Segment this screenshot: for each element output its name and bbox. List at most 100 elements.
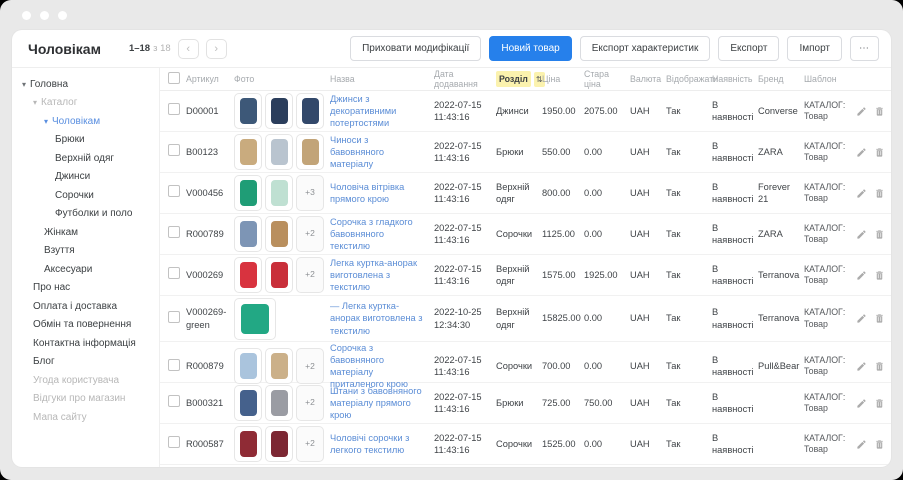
column-header-display[interactable]: Відображати [666,74,719,84]
pagination-next-button[interactable]: › [205,38,227,59]
column-header-date-added[interactable]: Дата додавання [434,69,478,89]
product-photo-thumbnail[interactable] [234,216,262,252]
sidebar-item-чоловікам[interactable]: ▾ Чоловікам [12,112,159,131]
export-characteristics-button[interactable]: Експорт характеристик [579,36,711,61]
edit-icon[interactable] [856,439,867,450]
product-name-link[interactable]: Сорочка з бавовняного матеріалу притален… [330,343,408,390]
column-header-availability[interactable]: Наявність [712,74,753,84]
edit-icon[interactable] [856,313,867,324]
delete-icon[interactable] [874,398,885,409]
product-photo-thumbnail[interactable] [234,385,262,421]
column-header-old-price[interactable]: Стара ціна [584,69,609,89]
product-photo-thumbnail[interactable] [296,93,324,129]
row-checkbox[interactable] [168,267,180,280]
import-button[interactable]: Імпорт [787,36,842,61]
sidebar-item-взуття[interactable]: Взуття [12,242,159,261]
product-photo-thumbnail[interactable] [234,257,262,293]
product-name-link[interactable]: — Легка куртка-анорак виготовлена з текс… [330,301,423,336]
product-photo-thumbnail[interactable] [234,175,262,211]
new-product-button[interactable]: Новий товар [489,36,572,61]
product-photo-thumbnail[interactable] [265,426,293,462]
delete-icon[interactable] [874,229,885,240]
sidebar-item-сорочки[interactable]: Сорочки [12,186,159,205]
sidebar-item-контактна-інформація[interactable]: Контактна інформація [12,334,159,353]
delete-icon[interactable] [874,361,885,372]
edit-icon[interactable] [856,147,867,158]
product-photo-thumbnail[interactable] [234,348,262,385]
product-photo-thumbnail[interactable] [234,134,262,170]
row-checkbox[interactable] [168,226,180,239]
more-photos-badge[interactable]: +3 [296,175,324,211]
sidebar-item-обмін-та-повернення[interactable]: Обмін та повернення [12,316,159,335]
sidebar-item-верхній-одяг[interactable]: Верхній одяг [12,149,159,168]
edit-icon[interactable] [856,361,867,372]
product-name-link[interactable]: Легка куртка-анорак виготовлена з тексти… [330,257,418,293]
chevron-down-icon[interactable]: ▾ [22,79,27,89]
delete-icon[interactable] [874,147,885,158]
sidebar-item-джинси[interactable]: Джинси [12,168,159,187]
hide-modifications-button[interactable]: Приховати модифікації [350,36,482,61]
delete-icon[interactable] [874,439,885,450]
sidebar-item-каталог[interactable]: ▾ Каталог [12,94,159,113]
product-name-link[interactable]: Чоловічі сорочки з легкого текстилю [330,432,410,455]
sidebar-item-відгуки-про-магазин[interactable]: Відгуки про магазин [12,390,159,409]
product-photo-thumbnail[interactable] [265,93,293,129]
select-all-checkbox[interactable] [168,72,180,84]
delete-icon[interactable] [874,106,885,117]
product-name-link[interactable]: Сорочка з гладкого бавовняного текстилю [330,216,413,252]
pagination-prev-button[interactable]: ‹ [177,38,199,59]
column-header-template[interactable]: Шаблон [804,74,837,84]
sort-icon[interactable]: ⇅ [533,71,545,87]
row-checkbox[interactable] [168,436,180,449]
product-name-link[interactable]: Чиноси з бавовняного матеріалу [330,134,385,170]
product-photo-thumbnail[interactable] [296,134,324,170]
edit-icon[interactable] [856,398,867,409]
product-photo-thumbnail[interactable] [265,257,293,293]
close-window-button[interactable] [22,10,31,20]
more-photos-badge[interactable]: +2 [296,257,324,293]
product-photo-thumbnail[interactable] [265,216,293,252]
row-checkbox[interactable] [168,395,180,408]
sidebar-item-оплата-і-доставка[interactable]: Оплата і доставка [12,297,159,316]
product-name-link[interactable]: Чоловіча вітрівка прямого крою [330,181,405,204]
sidebar-item-жінкам[interactable]: Жінкам [12,223,159,242]
chevron-down-icon[interactable]: ▾ [44,116,49,126]
edit-icon[interactable] [856,106,867,117]
product-photo-thumbnail[interactable] [234,93,262,129]
sidebar-item-головна[interactable]: ▾ Головна [12,75,159,94]
sidebar-item-футболки-и-поло[interactable]: Футболки и поло [12,205,159,224]
column-header-currency[interactable]: Валюта [630,74,662,84]
minimize-window-button[interactable] [40,10,49,20]
more-photos-badge[interactable]: +2 [296,348,324,385]
column-header-section[interactable]: Розділ ⇅ [496,71,545,87]
product-photo-thumbnail[interactable] [234,426,262,462]
product-photo-thumbnail[interactable] [265,134,293,170]
column-header-name[interactable]: Назва [330,74,355,84]
column-header-brand[interactable]: Бренд [758,74,784,84]
sidebar-item-брюки[interactable]: Брюки [12,131,159,150]
column-header-sku[interactable]: Артикул [186,74,219,84]
more-photos-badge[interactable]: +2 [296,216,324,252]
product-photo-thumbnail[interactable] [234,297,276,340]
column-header-photo[interactable]: Фото [234,74,255,84]
row-checkbox[interactable] [168,358,180,371]
product-photo-thumbnail[interactable] [265,385,293,421]
more-photos-badge[interactable]: +2 [296,385,324,421]
edit-icon[interactable] [856,270,867,281]
more-actions-button[interactable]: ⋯ [850,36,879,61]
edit-icon[interactable] [856,229,867,240]
delete-icon[interactable] [874,270,885,281]
edit-icon[interactable] [856,188,867,199]
column-header-price[interactable]: Ціна [542,74,561,84]
product-photo-thumbnail[interactable] [265,175,293,211]
delete-icon[interactable] [874,188,885,199]
chevron-down-icon[interactable]: ▾ [33,98,38,108]
sidebar-item-мапа-сайту[interactable]: Мапа сайту [12,408,159,427]
sidebar-item-аксесуари[interactable]: Аксесуари [12,260,159,279]
product-name-link[interactable]: Штани з бавовняного матеріалу прямого кр… [330,385,422,421]
delete-icon[interactable] [874,313,885,324]
row-checkbox[interactable] [168,144,180,157]
more-photos-badge[interactable]: +2 [296,426,324,462]
sidebar-item-угода-користувача[interactable]: Угода користувача [12,371,159,390]
row-checkbox[interactable] [168,103,180,116]
